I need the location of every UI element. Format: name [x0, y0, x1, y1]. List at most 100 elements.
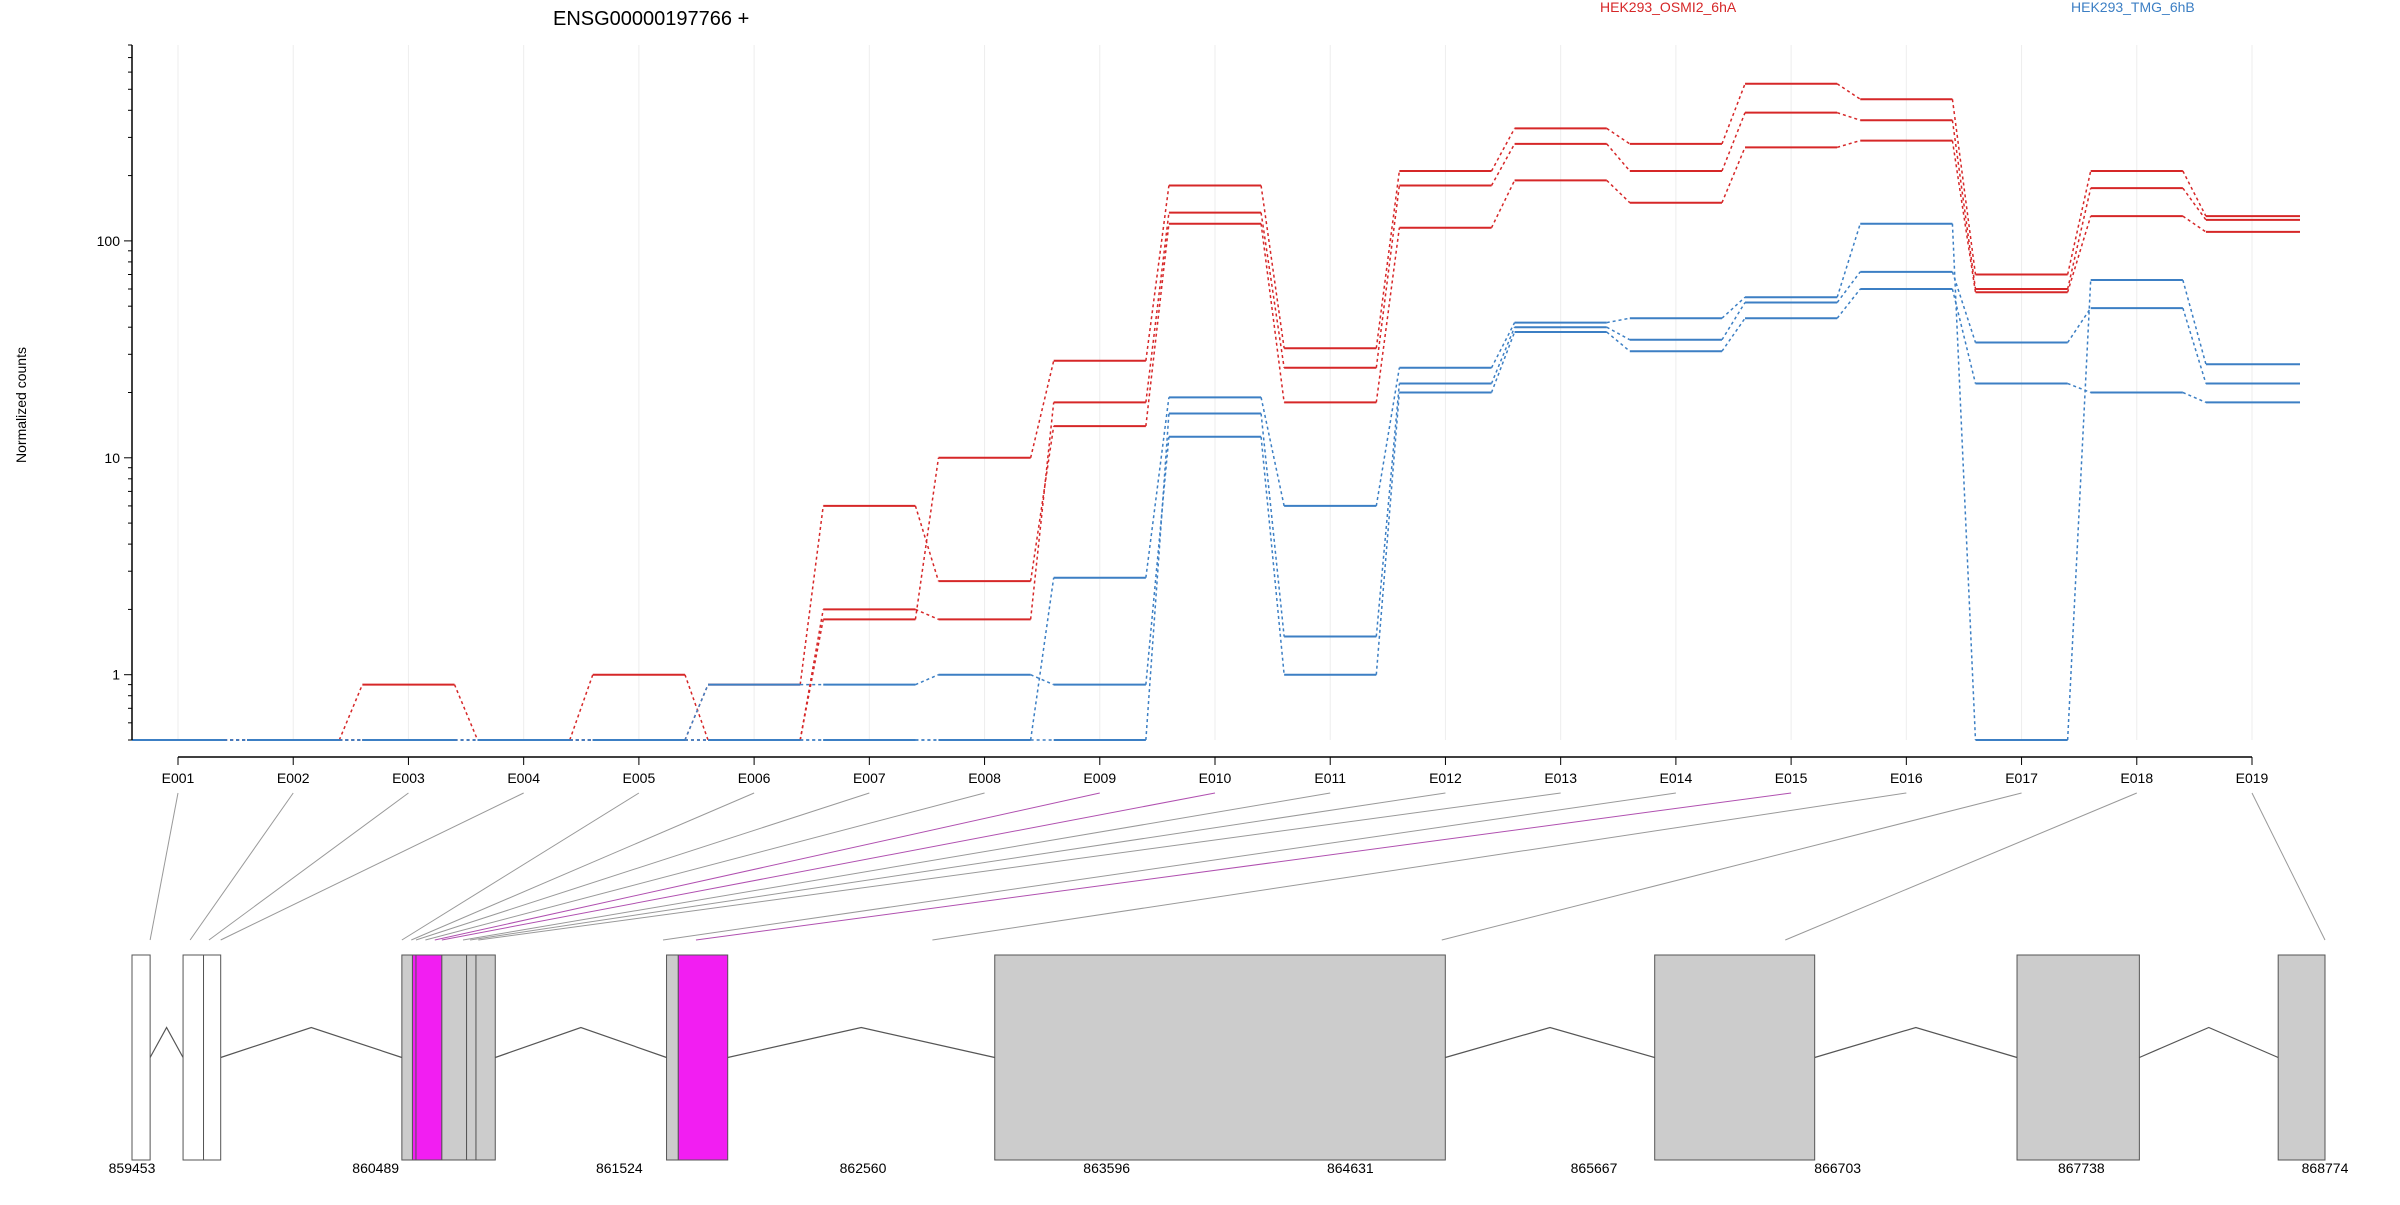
exon-block [182, 954, 205, 1161]
data-connector [1029, 425, 1055, 582]
bin-link-e003 [208, 792, 409, 941]
x-tick-label-e019: E019 [2236, 770, 2269, 786]
y-tick-label: 100 [97, 233, 121, 249]
data-connector [1375, 383, 1401, 637]
data-connector [2066, 215, 2092, 293]
x-tick-label-e004: E004 [507, 770, 540, 786]
data-connector [2066, 188, 2092, 290]
data-connector [1260, 223, 1285, 403]
data-connector [2182, 391, 2207, 404]
legend-label-tmg: HEK293_TMG_6hB [2071, 0, 2195, 15]
x-tick-label-e015: E015 [1775, 770, 1808, 786]
intron-line [495, 1026, 667, 1059]
exon-block [2016, 954, 2140, 1161]
data-connector [2182, 215, 2207, 233]
series-osmi2-0 [132, 139, 2300, 741]
coord-label: 862560 [840, 1160, 887, 1176]
data-connector [1721, 83, 1746, 145]
data-connector [1260, 397, 1285, 507]
data-connector [1606, 317, 1630, 324]
data-connector [1951, 120, 1977, 290]
bin-link-e012 [470, 792, 1446, 941]
data-connector [569, 674, 594, 741]
x-tick-label-e016: E016 [1890, 770, 1923, 786]
data-connector [914, 505, 940, 582]
x-tick-label-e013: E013 [1544, 770, 1577, 786]
bin-link-e007 [415, 792, 870, 941]
bin-link-e002 [189, 792, 294, 941]
x-tick-label-e007: E007 [853, 770, 886, 786]
highlighted-exon-block [677, 954, 729, 1161]
bin-link-e010 [441, 792, 1216, 941]
data-connector [684, 684, 709, 741]
bin-link-e006 [411, 792, 755, 941]
coord-label: 867738 [2058, 1160, 2105, 1176]
data-connector [1029, 402, 1055, 620]
coord-label: 861524 [596, 1160, 643, 1176]
x-tick-label-e005: E005 [623, 770, 656, 786]
bin-link-e011 [462, 792, 1331, 941]
data-connector [1260, 436, 1285, 675]
data-connector [1145, 436, 1170, 685]
data-connector [2067, 382, 2091, 394]
data-connector [2066, 279, 2092, 741]
data-connector [1375, 227, 1401, 403]
series-osmi2-2 [132, 82, 2300, 741]
bin-link-e013 [478, 792, 1561, 941]
axis-layer: 1 10 100 E001 E002 E003 E004 E005 E006 E007 E008 E0… [97, 44, 2269, 786]
data-connector [1029, 577, 1055, 741]
data-connector [1490, 180, 1516, 229]
coord-label: 866703 [1814, 1160, 1861, 1176]
x-tick-label-e011: E011 [1314, 770, 1346, 786]
data-connector [799, 505, 824, 685]
data-connector [1145, 413, 1170, 741]
data-connector [1721, 317, 1746, 352]
data-connector [1721, 112, 1746, 172]
data-connector [915, 608, 939, 621]
data-connector [1836, 139, 1861, 149]
bin-link-e004 [220, 792, 524, 941]
data-connector [1836, 83, 1861, 100]
series-tmg-3 [132, 288, 2300, 741]
exon-block [475, 954, 496, 1161]
data-connector [2182, 307, 2207, 384]
x-tick-label-e010: E010 [1199, 770, 1232, 786]
x-tick-label-e006: E006 [738, 770, 771, 786]
data-connector [1030, 674, 1054, 686]
coord-label: 859453 [109, 1160, 156, 1176]
y-axis-label: Normalized counts [13, 347, 29, 463]
exon-block [1654, 954, 1816, 1161]
intron-line [149, 1026, 184, 1058]
exon-block [466, 954, 477, 1161]
data-connector [1951, 140, 1977, 293]
legend-label-osmi2: HEK293_OSMI2_6hA [1600, 0, 1737, 15]
coord-label: 865667 [1571, 1160, 1618, 1176]
bin-link-e009 [434, 792, 1100, 941]
data-connector [1951, 288, 1977, 384]
data-connector [338, 684, 364, 741]
data-connector [1490, 326, 1516, 384]
bin-link-e008 [425, 792, 985, 941]
data-connector [914, 457, 940, 620]
link-layer [149, 792, 2326, 941]
data-connector [799, 619, 824, 741]
data-connector [1145, 185, 1170, 361]
y-tick-label: 10 [104, 450, 120, 466]
data-connector [1721, 147, 1746, 203]
data-connector [1490, 331, 1516, 393]
coord-label: 863596 [1083, 1160, 1130, 1176]
grid-layer [177, 45, 2253, 740]
data-connector [1951, 223, 1977, 741]
exon-block [2277, 954, 2326, 1161]
data-connector [453, 684, 479, 741]
data-connector [2182, 187, 2207, 221]
data-connector [1145, 212, 1170, 403]
data-connector [1606, 127, 1631, 145]
y-tick-label: 1 [112, 667, 120, 683]
data-connector [1029, 360, 1055, 458]
data-connector [1606, 331, 1631, 352]
x-tick-label-e003: E003 [392, 770, 425, 786]
data-connector [1836, 288, 1861, 319]
data-connector [2182, 279, 2207, 365]
